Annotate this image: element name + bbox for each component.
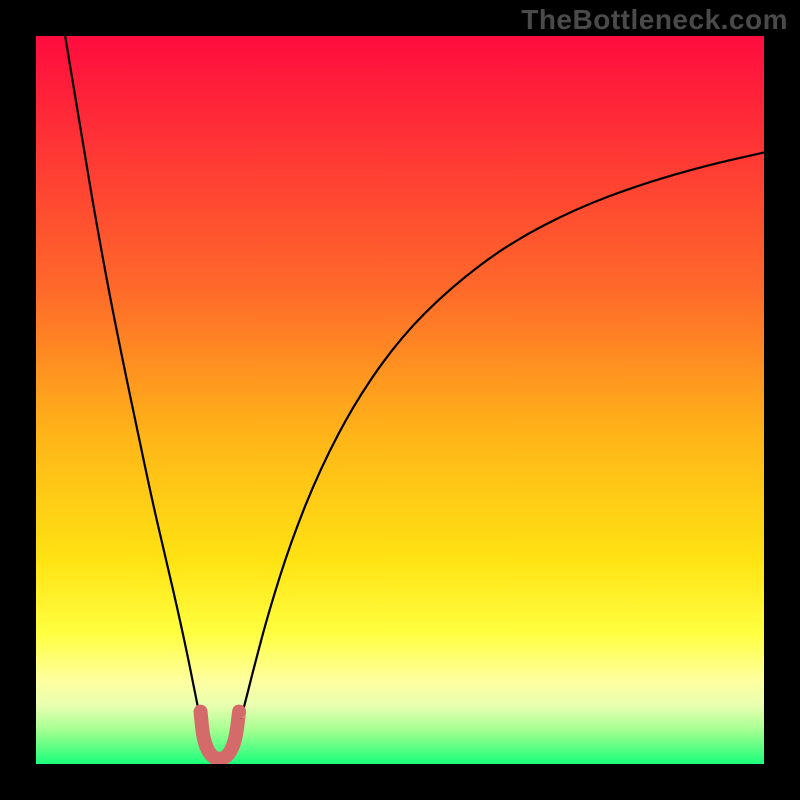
chart-stage: TheBottleneck.com — [0, 0, 800, 800]
watermark-text: TheBottleneck.com — [521, 4, 788, 36]
valley-u-marker — [201, 712, 240, 759]
plot-area — [36, 36, 764, 764]
curve-left-branch — [65, 36, 211, 760]
chart-svg — [36, 36, 764, 764]
curve-right-branch — [227, 152, 764, 759]
